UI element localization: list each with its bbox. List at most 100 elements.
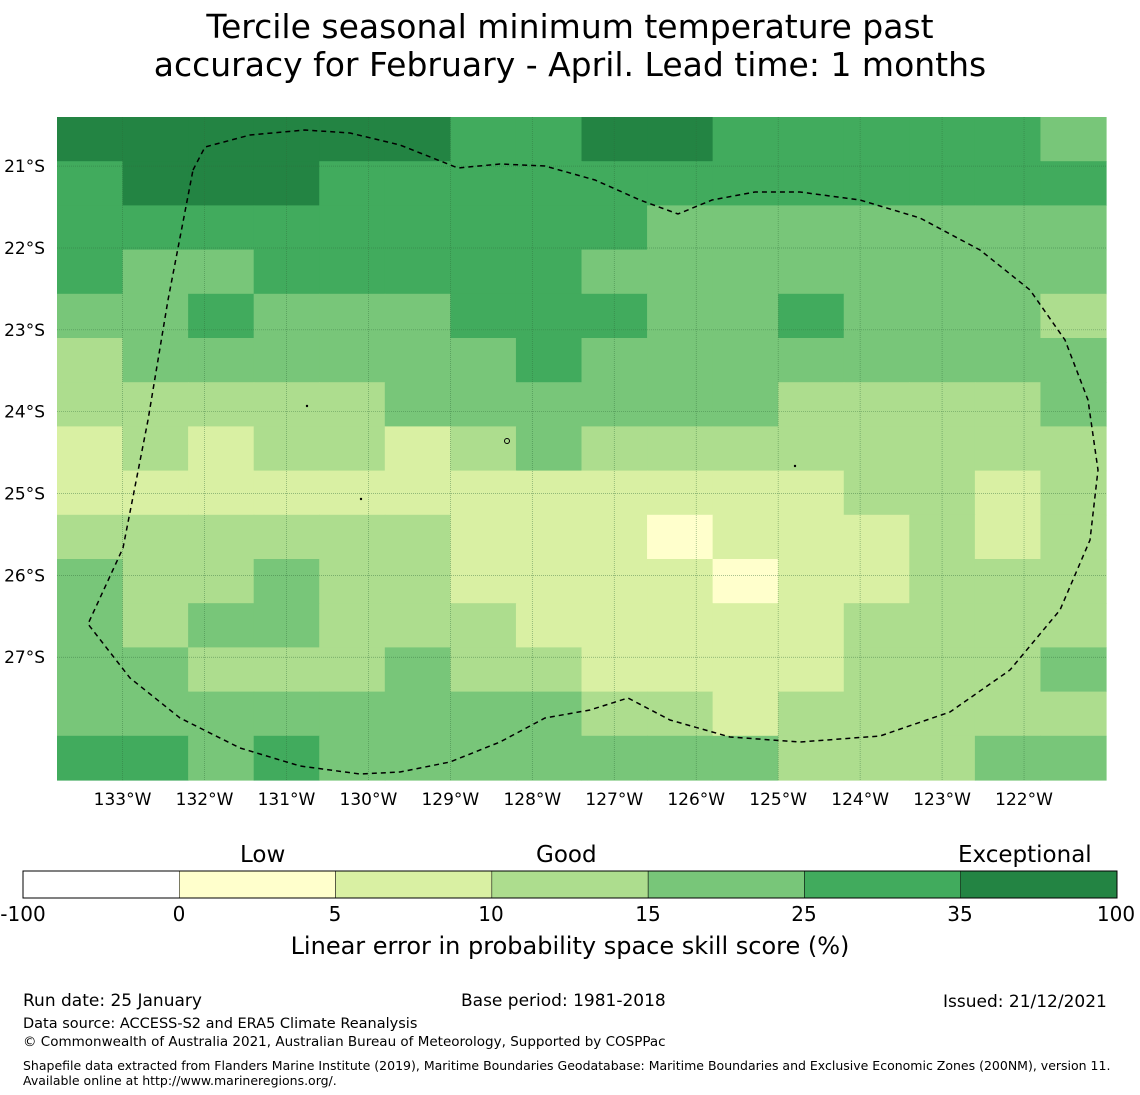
grid-cell xyxy=(122,603,189,648)
grid-cell xyxy=(450,647,517,693)
grid-cell xyxy=(515,603,583,648)
longitude-labels: 133°W 132°W 131°W 130°W 129°W 128°W 127°W 126°W… xyxy=(94,790,1053,810)
grid-cell xyxy=(778,161,845,206)
grid-cell xyxy=(909,382,976,427)
island-mark xyxy=(504,438,510,444)
colorbar-segment xyxy=(22,870,180,899)
grid-cell xyxy=(57,647,124,693)
grid-cell xyxy=(122,117,189,162)
grid-cell xyxy=(450,691,517,737)
grid-cell xyxy=(1040,647,1107,693)
grid-cell xyxy=(384,426,451,472)
grid-cell xyxy=(450,382,517,427)
grid-cell xyxy=(122,735,189,781)
grid-cell xyxy=(647,470,714,516)
grid-cell xyxy=(384,161,451,206)
longitude-label: 126°W xyxy=(667,790,725,810)
grid-cell xyxy=(188,735,255,781)
longitude-label: 131°W xyxy=(258,790,316,810)
grid-cell xyxy=(384,735,451,781)
grid-cell xyxy=(188,161,255,206)
grid-cell xyxy=(974,205,1042,251)
graticule xyxy=(57,117,1106,780)
grid-cell xyxy=(647,647,714,693)
category-label-good: Good xyxy=(536,842,597,868)
grid-cell xyxy=(778,249,845,295)
colorbar-tick: 15 xyxy=(635,902,661,926)
colorbar-axis-label: Linear error in probability space skill … xyxy=(290,932,850,960)
grid-cell xyxy=(57,161,124,206)
colorbar-frame xyxy=(22,870,1118,899)
run-date: Run date: 25 January xyxy=(23,991,202,1011)
grid-cell xyxy=(778,293,845,339)
grid-cell xyxy=(1040,691,1107,737)
colorbar-tick: 35 xyxy=(947,902,973,926)
grid-cell xyxy=(778,470,845,516)
grid-cell xyxy=(647,691,714,737)
grid-cell xyxy=(778,514,845,560)
grid-cell xyxy=(319,205,386,251)
grid-cell xyxy=(384,514,451,560)
colorbar-tick: 25 xyxy=(791,902,817,926)
grid-cell xyxy=(384,603,451,648)
grid-cell xyxy=(515,735,583,781)
longitude-label: 125°W xyxy=(749,790,807,810)
grid-cell xyxy=(843,647,910,693)
grid-cell xyxy=(188,559,255,604)
grid-cell xyxy=(778,647,845,693)
grid-cell xyxy=(384,117,451,162)
grid-cell xyxy=(974,514,1042,560)
island-mark xyxy=(305,404,309,408)
grid-cell xyxy=(188,382,255,427)
grid-cell xyxy=(647,514,714,560)
grid-cell xyxy=(450,293,517,339)
grid-cell xyxy=(647,735,714,781)
grid-cell xyxy=(515,559,583,604)
grid-cell xyxy=(57,426,124,472)
grid-cell xyxy=(1040,382,1107,427)
longitude-label: 122°W xyxy=(995,790,1053,810)
grid-cell xyxy=(515,205,583,251)
grid-cell xyxy=(319,603,386,648)
grid-cell xyxy=(122,426,189,472)
grid-cell xyxy=(57,293,124,339)
category-label-exceptional: Exceptional xyxy=(958,842,1092,868)
grid-cell xyxy=(843,382,910,427)
grid-cell xyxy=(1040,735,1107,781)
grid-cell xyxy=(122,205,189,251)
grid-cell xyxy=(384,691,451,737)
grid-cell xyxy=(384,338,451,383)
grid-cell xyxy=(450,603,517,648)
grid-cell xyxy=(778,338,845,383)
grid-cell xyxy=(843,117,910,162)
grid-cell xyxy=(319,161,386,206)
grid-cell xyxy=(843,338,910,383)
grid-cell xyxy=(712,559,779,604)
longitude-label: 130°W xyxy=(340,790,398,810)
grid-cell xyxy=(778,382,845,427)
grid-cell xyxy=(57,205,124,251)
grid-cell xyxy=(974,117,1042,162)
grid-cell xyxy=(188,603,255,648)
grid-cell xyxy=(712,735,779,781)
grid-cell xyxy=(319,293,386,339)
longitude-label: 129°W xyxy=(421,790,479,810)
grid-cell xyxy=(515,691,583,737)
grid-cell xyxy=(319,426,386,472)
grid-cell xyxy=(450,161,517,206)
latitude-label: 26°S xyxy=(4,566,45,586)
grid-cell xyxy=(515,426,583,472)
grid-cell xyxy=(843,249,910,295)
copyright-notice: © Commonwealth of Australia 2021, Austra… xyxy=(23,1034,666,1050)
grid-cell xyxy=(188,205,255,251)
grid-cell xyxy=(319,382,386,427)
grid-cell xyxy=(843,426,910,472)
grid-cell xyxy=(581,338,648,383)
grid-cell xyxy=(974,559,1042,604)
grid-cell xyxy=(1040,603,1107,648)
grid-cell xyxy=(909,338,976,383)
latitude-label: 23°S xyxy=(4,321,45,341)
grid-cell xyxy=(974,647,1042,693)
grid-cell xyxy=(188,293,255,339)
